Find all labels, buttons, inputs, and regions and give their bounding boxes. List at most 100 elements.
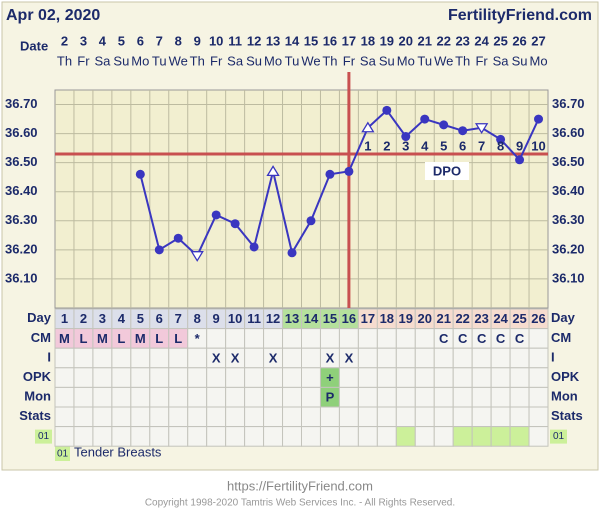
weekday-label: Su — [512, 53, 528, 68]
cell-text: * — [195, 331, 201, 346]
cell-text: M — [97, 331, 108, 346]
dpo-label: 10 — [531, 138, 545, 153]
y-tick-label: 36.20 — [552, 241, 585, 256]
date-label: 12 — [247, 33, 261, 48]
table-cell — [168, 386, 189, 408]
cell-text: C — [439, 331, 449, 346]
weekday-label: Su — [379, 53, 395, 68]
table-cell — [376, 367, 397, 388]
table-cell — [187, 406, 208, 428]
table-cell — [319, 406, 340, 428]
table-cell — [509, 426, 530, 447]
y-tick-label: 36.50 — [552, 154, 585, 169]
date-label: 9 — [194, 33, 201, 48]
table-cell — [263, 426, 284, 447]
table-cell — [244, 426, 265, 447]
date-label: 19 — [380, 33, 394, 48]
date-label: 5 — [118, 33, 125, 48]
date-label: 10 — [209, 33, 223, 48]
table-cell — [357, 328, 378, 349]
weekday-label: Su — [113, 53, 129, 68]
weekday-label: Th — [57, 53, 72, 68]
table-cell — [282, 386, 302, 408]
weekday-label: Fr — [77, 53, 90, 68]
temperature-point — [361, 121, 375, 133]
table-cell — [187, 367, 208, 388]
table-cell — [509, 386, 530, 408]
row-label: OPK — [551, 369, 580, 384]
y-tick-label: 36.10 — [5, 270, 38, 285]
table-cell — [149, 386, 170, 408]
row-label: Mon — [551, 389, 578, 404]
cell-text: 24 — [493, 311, 508, 326]
table-cell — [168, 367, 189, 388]
dpo-label: 9 — [516, 138, 523, 153]
table-cell — [130, 367, 151, 388]
cell-text: 16 — [342, 311, 356, 326]
date-label: 2 — [61, 33, 68, 48]
table-cell — [263, 386, 284, 408]
table-cell — [73, 386, 94, 408]
y-tick-label: 36.30 — [5, 212, 38, 227]
cell-text: C — [496, 331, 506, 346]
table-cell — [168, 426, 189, 447]
table-cell — [338, 367, 359, 388]
date-label: 21 — [418, 33, 432, 48]
cell-text: C — [515, 331, 525, 346]
temperature-point — [287, 248, 297, 258]
table-cell — [452, 386, 473, 408]
table-cell — [452, 347, 473, 369]
table-cell — [338, 426, 359, 447]
temperature-point — [135, 169, 145, 179]
temperature-point — [344, 166, 354, 176]
table-cell — [357, 426, 378, 447]
cell-text: 18 — [380, 311, 394, 326]
footer-url: https://FertilityFriend.com — [227, 478, 373, 493]
cell-text: L — [79, 331, 87, 346]
table-cell — [111, 347, 132, 369]
cell-text: P — [326, 390, 335, 405]
date-label: 26 — [512, 33, 526, 48]
cell-text: 2 — [80, 311, 87, 326]
cell-text: 19 — [399, 311, 413, 326]
weekday-label: Sa — [360, 53, 377, 68]
table-cell — [490, 406, 511, 428]
table-cell — [319, 426, 340, 447]
y-tick-label: 36.60 — [552, 125, 585, 140]
row-label: CM — [551, 330, 571, 345]
table-cell — [490, 347, 511, 369]
table-cell — [338, 406, 359, 428]
table-cell — [433, 426, 454, 447]
date-label: 3 — [80, 33, 87, 48]
table-cell — [376, 426, 397, 447]
cell-text: M — [59, 331, 70, 346]
table-cell — [73, 347, 94, 369]
table-cell — [54, 347, 75, 369]
cell-text: 26 — [531, 311, 545, 326]
table-cell — [282, 406, 302, 428]
temperature-point — [458, 126, 468, 136]
cell-text: + — [326, 370, 334, 385]
table-cell — [395, 426, 416, 447]
table-cell — [263, 328, 284, 349]
cell-text: C — [458, 331, 468, 346]
temperature-point — [154, 245, 164, 255]
table-cell — [528, 347, 549, 369]
y-tick-label: 36.40 — [552, 183, 585, 198]
row-label: Day — [551, 310, 576, 325]
table-cell — [282, 367, 302, 388]
weekday-label: Mo — [131, 53, 149, 68]
date-label: 4 — [99, 33, 107, 48]
y-tick-label: 36.40 — [5, 183, 38, 198]
table-cell — [187, 426, 208, 447]
temperature-point — [474, 123, 489, 135]
table-cell — [471, 406, 492, 428]
table-cell — [225, 406, 246, 428]
legend-swatch — [55, 446, 70, 461]
y-tick-label: 36.10 — [552, 270, 585, 285]
table-cell — [301, 367, 321, 388]
table-cell — [206, 426, 227, 447]
date-label: 25 — [493, 33, 507, 48]
cell-text: X — [345, 350, 354, 365]
